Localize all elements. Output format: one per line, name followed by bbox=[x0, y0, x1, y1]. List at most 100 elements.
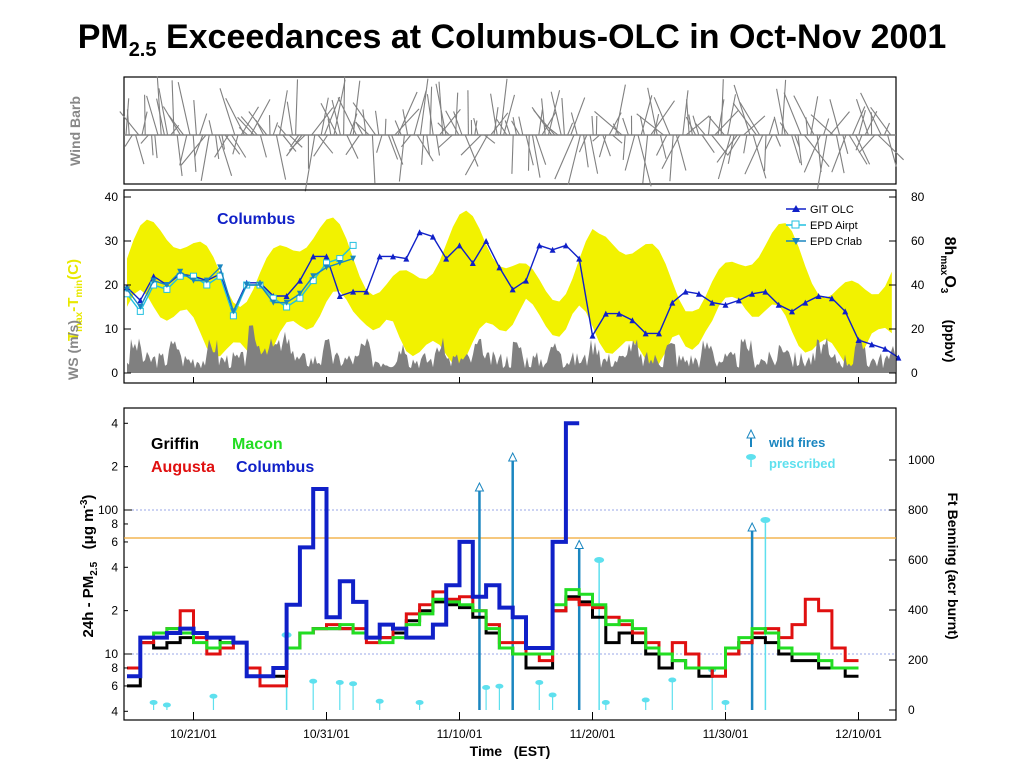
point-git-olc bbox=[815, 293, 822, 299]
prescribed-marker bbox=[162, 702, 171, 708]
mid-legend: GIT OLC EPD Airpt EPD Crlab bbox=[786, 204, 862, 248]
wind-barb bbox=[218, 134, 233, 176]
wind-barb bbox=[855, 99, 869, 136]
point-git-olc bbox=[789, 308, 795, 315]
point-git-olc bbox=[669, 299, 676, 306]
wind-barb bbox=[158, 88, 169, 136]
wind-barb bbox=[490, 93, 498, 136]
wind-barb bbox=[752, 134, 767, 179]
wind-barb bbox=[550, 91, 562, 136]
mid-left-tick-label: 20 bbox=[105, 278, 119, 292]
burn-tick-label: 600 bbox=[908, 553, 928, 567]
wind-barb bbox=[416, 134, 434, 162]
wind-barb bbox=[421, 134, 425, 165]
ozone-units: (ppbv) bbox=[942, 320, 958, 363]
wind-barb bbox=[589, 134, 599, 174]
mid-series bbox=[123, 229, 902, 361]
wind-barb bbox=[639, 115, 645, 136]
pm25-ylabel: 24h - PM2.5 (μg m-3) bbox=[79, 495, 100, 638]
wind-barb bbox=[739, 102, 761, 136]
point-epd-crlab bbox=[163, 282, 170, 288]
legend-griffin: Griffin bbox=[151, 436, 199, 453]
wind-barb bbox=[783, 92, 802, 136]
legend-git-olc: GIT OLC bbox=[810, 204, 854, 216]
wind-barb bbox=[268, 115, 271, 136]
wind-barb bbox=[327, 118, 332, 136]
mid-right-tick-label: 0 bbox=[911, 366, 918, 380]
mid-left-ticks: 0 10 20 30 40 bbox=[105, 190, 131, 380]
wind-barb bbox=[743, 134, 748, 154]
wind-barb bbox=[661, 134, 681, 170]
wind-barb bbox=[215, 134, 220, 159]
wind-barb bbox=[622, 134, 626, 160]
legend-marker-git-olc bbox=[792, 205, 800, 212]
prescribed-marker bbox=[349, 681, 358, 687]
wind-barb bbox=[352, 102, 377, 136]
wind-barb bbox=[250, 99, 271, 136]
wind-barb bbox=[288, 134, 303, 148]
wind-barb bbox=[823, 118, 830, 136]
legend-epd-crlab: EPD Crlab bbox=[810, 236, 862, 248]
point-git-olc bbox=[363, 288, 370, 295]
wind-barb bbox=[286, 101, 293, 136]
wind-barb bbox=[402, 109, 409, 136]
point-git-olc bbox=[762, 288, 769, 295]
wind-barb bbox=[594, 110, 623, 136]
wild-fire-marker bbox=[747, 521, 757, 532]
wind-barb bbox=[842, 134, 849, 154]
point-epd-crlab bbox=[296, 290, 303, 297]
prescribed-marker bbox=[335, 680, 344, 685]
burn-tick-label: 400 bbox=[908, 603, 928, 617]
wind-barb bbox=[313, 134, 329, 157]
wind-barb bbox=[337, 97, 357, 136]
wind-barb bbox=[232, 134, 239, 155]
wind-barb bbox=[794, 134, 800, 148]
wind-barb bbox=[279, 90, 288, 136]
prescribed-marker bbox=[760, 517, 771, 523]
prescribed-marker bbox=[535, 680, 544, 685]
wind-barb bbox=[544, 124, 559, 136]
point-epd-crlab bbox=[137, 304, 144, 310]
temp-range-ylabel: Tmax-Tmin(C) bbox=[65, 259, 85, 341]
mid-left-tick-label: 10 bbox=[105, 322, 119, 336]
point-git-olc bbox=[283, 293, 290, 299]
point-git-olc bbox=[682, 288, 689, 295]
wind-barb bbox=[200, 134, 210, 181]
wind-barb bbox=[400, 134, 412, 148]
legend-augusta: Augusta bbox=[151, 459, 215, 476]
wind-barb bbox=[419, 78, 429, 136]
wind-barb bbox=[707, 116, 712, 136]
wind-speed-bars bbox=[127, 325, 895, 373]
wind-barb bbox=[119, 111, 140, 136]
point-git-olc bbox=[576, 255, 583, 262]
wind-barb bbox=[793, 95, 815, 136]
point-git-olc bbox=[695, 290, 702, 297]
wind-barb bbox=[275, 134, 287, 180]
pm25-tick-label: 100 bbox=[98, 503, 118, 517]
wind-barb bbox=[855, 134, 871, 165]
wind-barb bbox=[238, 126, 248, 136]
wind-barb bbox=[194, 134, 204, 157]
point-git-olc bbox=[642, 330, 649, 337]
point-git-olc bbox=[390, 253, 396, 260]
wind-barb bbox=[394, 120, 402, 136]
x-tick-label: 10/31/01 bbox=[303, 727, 350, 741]
bottom-panel-frame bbox=[123, 407, 897, 721]
legend-columbus: Columbus bbox=[236, 459, 314, 476]
wind-barb bbox=[437, 122, 450, 136]
pm25-tick-label: 4 bbox=[111, 560, 118, 574]
wind-barb bbox=[538, 109, 543, 136]
legend-epd-airpt: EPD Airpt bbox=[810, 220, 858, 232]
point-git-olc bbox=[496, 264, 503, 271]
point-git-olc bbox=[775, 301, 782, 308]
point-epd-crlab bbox=[257, 282, 263, 288]
wind-barb bbox=[435, 83, 447, 136]
prescribed-marker bbox=[209, 693, 218, 699]
wind-barb bbox=[467, 90, 469, 136]
x-axis-label: Time (EST) bbox=[470, 743, 551, 759]
mid-left-tick-label: 0 bbox=[111, 366, 118, 380]
pm25-tick-label: 6 bbox=[111, 679, 118, 693]
wind-barb bbox=[768, 118, 775, 136]
